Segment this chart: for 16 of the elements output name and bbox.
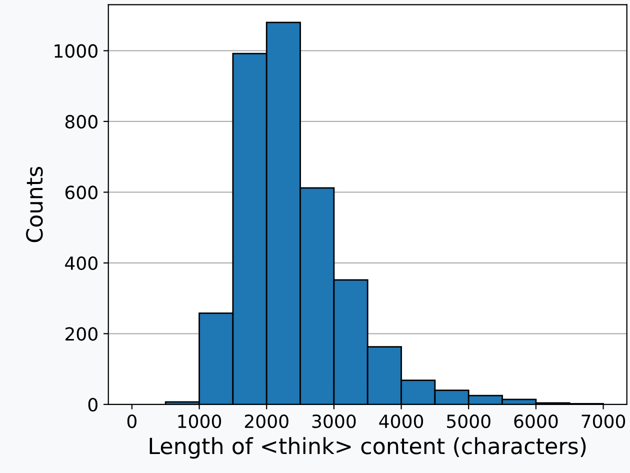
- y-axis-title: Counts: [26, 166, 43, 242]
- y-tick-label: 800: [65, 114, 98, 129]
- y-tick-label: 200: [65, 327, 98, 341]
- y-tick-label: 1000: [54, 44, 98, 58]
- x-tick-label: 7000: [582, 414, 626, 428]
- x-tick-label: 4000: [379, 414, 424, 428]
- x-tick-label: 5000: [447, 414, 490, 428]
- x-tick-label: 3000: [312, 414, 356, 428]
- x-tick-label: 1000: [178, 414, 222, 428]
- x-axis-title: Length of <think> content (characters): [150, 437, 586, 459]
- y-tick-label: 400: [65, 256, 98, 270]
- x-tick-label: 2000: [244, 414, 288, 428]
- x-tick-label: 6000: [514, 414, 558, 428]
- x-tick-label: 0: [127, 414, 136, 428]
- y-tick-label: 0: [88, 398, 98, 412]
- y-tick-label: 600: [65, 186, 98, 200]
